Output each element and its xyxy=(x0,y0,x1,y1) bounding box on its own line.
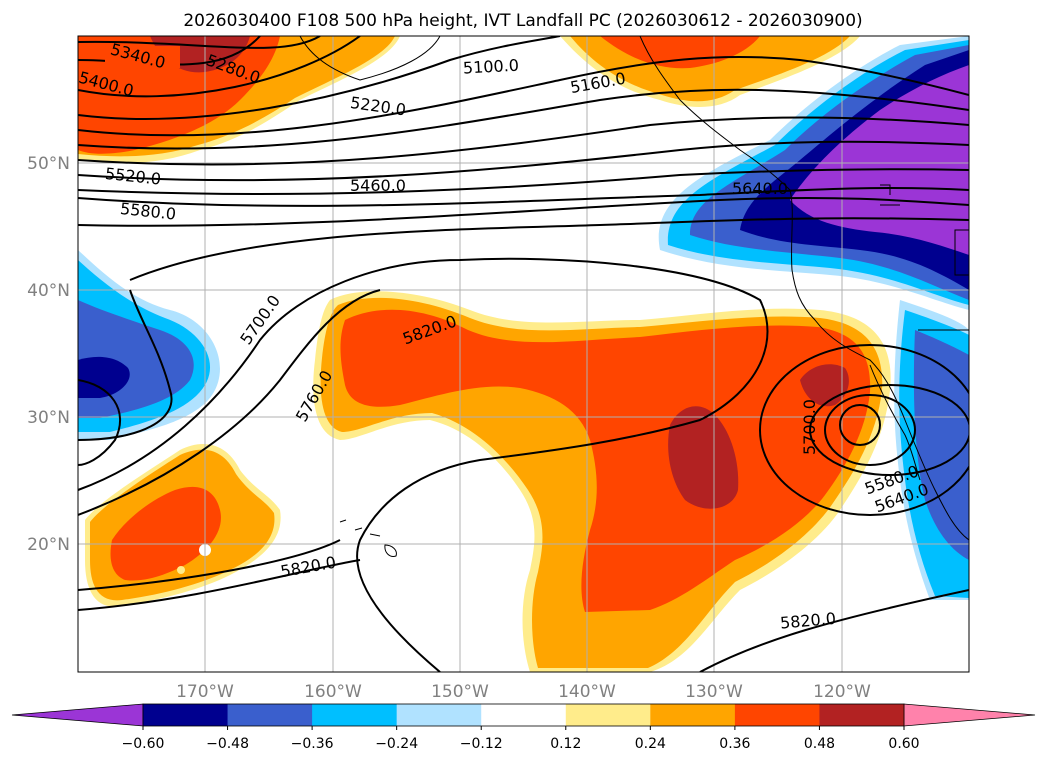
contour-label: 5100.0 xyxy=(463,56,520,78)
map-frame xyxy=(77,35,970,673)
figure-title: 2026030400 F108 500 hPa height, IVT Land… xyxy=(183,11,862,31)
colorbar-extend-low xyxy=(11,703,144,727)
lat-label: 30°N xyxy=(27,408,70,428)
colorbar-extend-high xyxy=(903,703,1036,727)
contour-label: 5460.0 xyxy=(350,176,406,195)
lon-label: 170°W xyxy=(176,682,234,702)
colorbar-tick-label: −0.36 xyxy=(291,736,334,752)
colorbar-tick-label: 0.48 xyxy=(804,736,835,752)
ivt-negative-mexico-region xyxy=(894,300,969,600)
colorbar-segment xyxy=(227,704,313,726)
colorbar-segment xyxy=(650,704,736,726)
colorbar-tick-label: 0.24 xyxy=(635,736,666,752)
lon-label: 150°W xyxy=(431,682,489,702)
colorbar-segment xyxy=(481,704,567,726)
ivt-positive-alaska-region xyxy=(560,36,860,107)
height-contours xyxy=(78,36,969,672)
colorbar-frame xyxy=(142,703,905,727)
colorbar-segment xyxy=(312,704,398,726)
colorbar-tick-label: 0.60 xyxy=(888,736,919,752)
colorbar-tick-label: −0.48 xyxy=(206,736,249,752)
contour-label: 5700.0 xyxy=(800,399,819,455)
map-panel: 5340.0 5280.0 5400.0 5100.0 5160.0 5220.… xyxy=(78,36,969,672)
latitude-labels: 50°N 40°N 30°N 20°N xyxy=(27,154,70,555)
colorbar-segment xyxy=(143,704,229,726)
ivt-positive-southwest-region xyxy=(85,444,281,607)
contour-label: 5820.0 xyxy=(779,609,836,633)
lon-label: 120°W xyxy=(813,682,871,702)
colorbar-segment xyxy=(396,704,482,726)
lon-label: 130°W xyxy=(685,682,743,702)
colorbar-tick-label: −0.12 xyxy=(460,736,503,752)
lat-label: 40°N xyxy=(27,281,70,301)
colorbar-tick-label: 0.12 xyxy=(550,736,581,752)
lon-label: 160°W xyxy=(304,682,362,702)
colorbar-tick-label: −0.60 xyxy=(122,736,165,752)
ivt-negative-pnw-region xyxy=(658,36,969,310)
lat-label: 20°N xyxy=(27,535,70,555)
lat-label: 50°N xyxy=(27,154,70,174)
colorbar-tick-label: 0.36 xyxy=(719,736,750,752)
colorbar: −0.60 −0.48 −0.36 −0.24 −0.12 0.12 0.24 0.36 0.4… xyxy=(11,703,1036,752)
colorbar-segment xyxy=(819,704,905,726)
longitude-labels: 170°W 160°W 150°W 140°W 130°W 120°W xyxy=(176,682,871,702)
colorbar-segment xyxy=(734,704,820,726)
contour-label: 5640.0 xyxy=(732,179,788,198)
ivt-negative-west-region xyxy=(78,250,220,440)
colorbar-tick-label: −0.24 xyxy=(375,736,418,752)
colorbar-segment xyxy=(565,704,651,726)
lon-label: 140°W xyxy=(558,682,616,702)
